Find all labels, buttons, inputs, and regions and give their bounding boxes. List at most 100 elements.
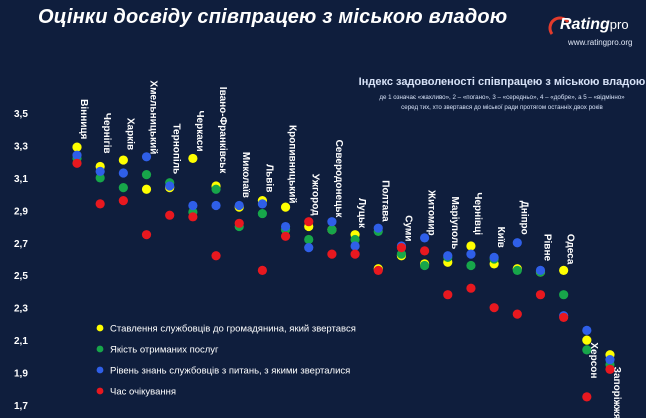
city-label-21: Рівне <box>541 234 552 262</box>
point-series-1-22 <box>559 265 569 275</box>
point-series-3-24 <box>605 354 615 365</box>
city-label-10: Кропивницький <box>287 125 298 203</box>
point-series-4-24 <box>605 364 615 374</box>
point-series-4-7 <box>211 251 221 261</box>
point-series-4-22 <box>559 312 569 322</box>
point-series-4-17 <box>443 290 453 300</box>
y-tick-label: 3,1 <box>14 174 28 185</box>
point-series-1-10 <box>280 202 291 212</box>
city-label-17: Маріуполь <box>449 196 460 249</box>
subtitle-note-2: серед тих, хто звертався до міської ради… <box>401 104 603 111</box>
legend-label-4: Час очікування <box>110 387 176 398</box>
city-label-5: Тернопіль <box>171 123 182 174</box>
point-series-1-23 <box>582 335 592 345</box>
page-title: Оцінки досвіду співпрацею з міською влад… <box>38 6 508 28</box>
point-series-2-23 <box>582 345 592 355</box>
subtitle-note-1: де 1 означає «жахливо», 2 – «погано», 3 … <box>379 94 625 101</box>
city-label-22: Одеса <box>565 234 576 265</box>
point-series-3-2 <box>95 166 105 176</box>
point-series-2-11 <box>304 234 314 245</box>
point-series-3-6 <box>188 200 198 211</box>
point-series-3-18 <box>466 249 476 259</box>
point-series-3-12 <box>327 217 337 227</box>
point-series-4-12 <box>327 249 337 259</box>
point-series-4-2 <box>95 199 105 209</box>
city-label-15: Суми <box>402 215 413 241</box>
logo-word-main: Rating <box>560 16 610 33</box>
y-tick-label: 2,3 <box>14 304 28 315</box>
point-series-4-13 <box>350 249 360 259</box>
city-label-18: Чернівці <box>472 192 483 235</box>
point-series-2-4 <box>141 170 152 180</box>
city-label-12: Северодонецьк <box>333 140 344 219</box>
city-label-3: Харків <box>124 118 135 150</box>
data-points <box>72 142 615 402</box>
y-tick-label: 2,5 <box>14 271 28 282</box>
point-series-3-14 <box>373 223 383 233</box>
city-label-19: Київ <box>495 227 506 248</box>
point-series-4-20 <box>512 309 522 319</box>
point-series-3-17 <box>443 251 453 261</box>
point-series-1-6 <box>188 153 198 164</box>
point-series-3-13 <box>350 241 360 251</box>
city-label-20: Дніпро <box>518 201 529 235</box>
point-series-3-4 <box>141 152 152 162</box>
point-series-4-15 <box>396 243 407 253</box>
point-series-2-16 <box>420 260 430 271</box>
point-series-4-11 <box>304 217 314 227</box>
point-series-4-9 <box>257 265 267 275</box>
point-series-2-22 <box>559 290 569 300</box>
city-label-16: Житомир <box>426 189 437 236</box>
legend-label-1: Ставлення службовців до громадянина, яки… <box>110 324 356 335</box>
subtitle: Індекс задоволеності співпрацею з місько… <box>359 76 646 88</box>
point-series-2-13 <box>350 234 360 245</box>
point-series-3-3 <box>118 168 128 178</box>
legend-marker-3 <box>96 366 104 374</box>
point-series-2-20 <box>512 265 522 275</box>
point-series-2-18 <box>466 260 476 271</box>
point-series-4-8 <box>234 218 244 228</box>
point-series-3-5 <box>165 181 175 191</box>
city-label-14: Полтава <box>379 180 390 222</box>
legend: Ставлення службовців до громадянина, яки… <box>96 324 356 398</box>
y-tick-label: 3,5 <box>14 109 28 120</box>
city-label-6: Черкаси <box>194 111 205 152</box>
point-series-4-5 <box>165 210 175 220</box>
point-series-2-7 <box>211 184 221 194</box>
legend-marker-2 <box>96 345 104 353</box>
city-label-8: Миколаїв <box>240 152 251 198</box>
point-series-3-9 <box>257 199 267 209</box>
legend-label-3: Рівень знань службовців з питань, з яким… <box>110 366 350 377</box>
point-series-4-6 <box>188 212 198 222</box>
legend-marker-1 <box>96 324 104 332</box>
point-series-2-3 <box>118 183 128 193</box>
point-series-1-3 <box>118 155 128 165</box>
logo-url: www.ratingpro.org <box>568 38 633 47</box>
point-series-1-1 <box>72 142 82 152</box>
y-tick-label: 2,7 <box>14 239 28 250</box>
city-label-9: Львів <box>263 164 274 192</box>
point-series-3-8 <box>234 200 244 211</box>
point-series-4-10 <box>280 231 291 241</box>
point-series-4-14 <box>373 265 383 275</box>
legend-label-2: Якість отриманих послуг <box>110 345 219 356</box>
ratingpro-logo: Ratingpro www.ratingpro.org <box>548 14 644 58</box>
logo-word-pro: pro <box>609 17 629 32</box>
point-series-4-16 <box>420 246 430 256</box>
point-series-3-19 <box>489 252 499 262</box>
point-series-4-1 <box>72 158 82 168</box>
point-series-2-2 <box>95 173 105 183</box>
y-axis: 3,5 3,3 3,1 2,9 2,7 2,5 2,3 2,1 1,9 1,7 <box>14 109 28 412</box>
point-series-3-1 <box>72 150 82 160</box>
chart-subtitle: Індекс задоволеності співпрацею з місько… <box>359 76 646 111</box>
city-label-11: Ужгород <box>310 174 321 216</box>
city-label-2: Чернігів <box>101 113 112 154</box>
point-series-3-21 <box>535 265 546 275</box>
city-labels: Вінниця Чернігів Харків Хмельницький Тернопі… <box>78 80 622 418</box>
city-label-24: Запоріжжя <box>611 367 622 418</box>
city-label-4: Хмельницький <box>148 80 159 154</box>
point-series-3-16 <box>420 233 430 243</box>
point-series-1-18 <box>466 241 476 251</box>
y-tick-label: 2,1 <box>14 336 28 347</box>
